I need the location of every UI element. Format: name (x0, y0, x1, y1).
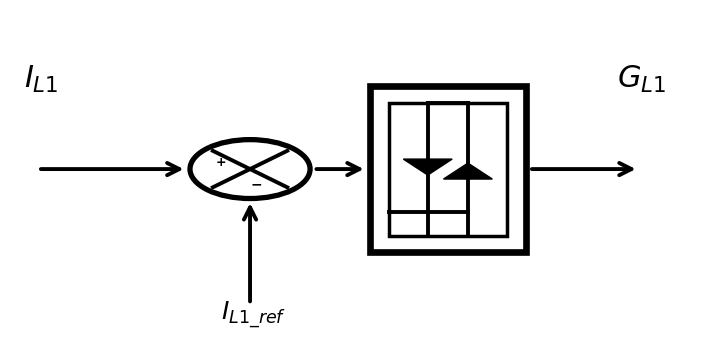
Circle shape (190, 140, 310, 199)
Text: +: + (216, 156, 226, 169)
Bar (389, 102, 507, 235)
Polygon shape (403, 159, 452, 175)
Text: $G_{L1}$: $G_{L1}$ (617, 63, 666, 95)
Text: $I_{L1\_ref}$: $I_{L1\_ref}$ (221, 299, 286, 330)
Bar (370, 86, 525, 252)
Text: −: − (250, 177, 262, 191)
Text: $I_{L1}$: $I_{L1}$ (24, 63, 58, 95)
Polygon shape (444, 163, 492, 179)
